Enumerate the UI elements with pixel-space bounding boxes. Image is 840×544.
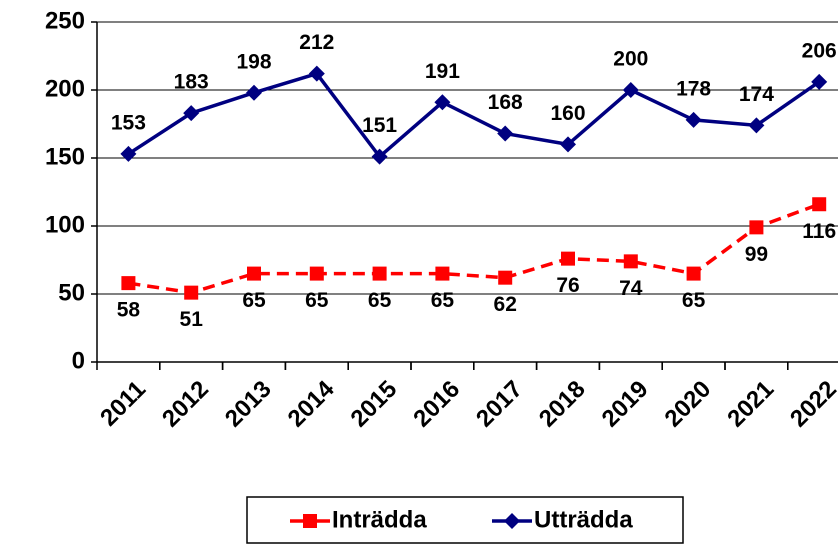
data-label: 206 [802,39,837,62]
marker [371,148,388,165]
marker [623,254,638,269]
marker [686,266,701,281]
marker [435,266,450,281]
data-label: 116 [802,220,836,243]
data-label: 65 [242,289,266,312]
x-tick-label: 2012 [157,376,214,433]
data-label: 62 [494,293,517,316]
x-tick-label: 2019 [597,376,654,433]
y-tick-label: 150 [45,143,85,170]
marker [121,276,136,291]
marker [749,220,764,235]
x-tick-label: 2021 [722,376,779,433]
x-tick-label: 2016 [408,376,465,433]
marker [812,197,827,212]
marker [561,251,575,266]
data-label: 99 [745,243,768,266]
data-label: 74 [619,277,643,300]
data-label: 183 [174,71,209,94]
marker [308,65,325,82]
marker [120,145,137,162]
data-label: 65 [682,289,706,312]
marker [622,82,639,98]
x-tick-label: 2017 [471,376,528,433]
x-tick-label: 2015 [345,376,402,433]
data-label: 198 [236,50,271,73]
data-label: 65 [431,289,455,312]
marker [372,266,387,281]
marker [748,117,765,134]
x-tick-label: 2020 [659,376,716,433]
y-tick-label: 250 [45,7,85,34]
data-label: 200 [613,48,648,71]
marker [560,136,576,153]
marker [309,266,324,281]
x-tick-label: 2018 [534,376,591,433]
marker [247,266,261,281]
marker [246,84,262,101]
y-tick-label: 100 [45,211,85,238]
marker [303,514,317,528]
marker [184,285,199,300]
data-label: 65 [305,289,329,312]
marker [811,73,828,90]
data-label: 65 [368,289,392,312]
legend-label: Inträdda [332,506,427,533]
marker [504,513,520,529]
data-label: 160 [550,102,585,125]
data-label: 168 [488,91,523,114]
data-label: 174 [739,83,774,106]
series-line [127,71,821,160]
data-label: 153 [111,111,146,134]
marker [183,105,200,122]
data-label: 151 [362,114,397,137]
y-tick-label: 50 [58,279,85,306]
marker [498,270,513,285]
marker [685,111,702,128]
data-label: 178 [676,77,711,100]
data-label: 51 [180,308,204,331]
x-tick-label: 2022 [785,376,840,433]
data-label: 58 [117,299,141,322]
y-tick-label: 0 [72,347,85,374]
x-tick-label: 2013 [220,376,277,433]
marker [497,125,514,142]
data-label: 76 [556,274,579,297]
x-tick-label: 2011 [95,376,151,432]
data-label: 212 [299,31,334,54]
marker [434,94,451,111]
x-tick-label: 2014 [283,375,340,432]
series-line [128,202,820,295]
data-label: 191 [425,60,460,83]
y-tick-label: 200 [45,75,85,102]
legend-label: Utträdda [534,506,633,533]
